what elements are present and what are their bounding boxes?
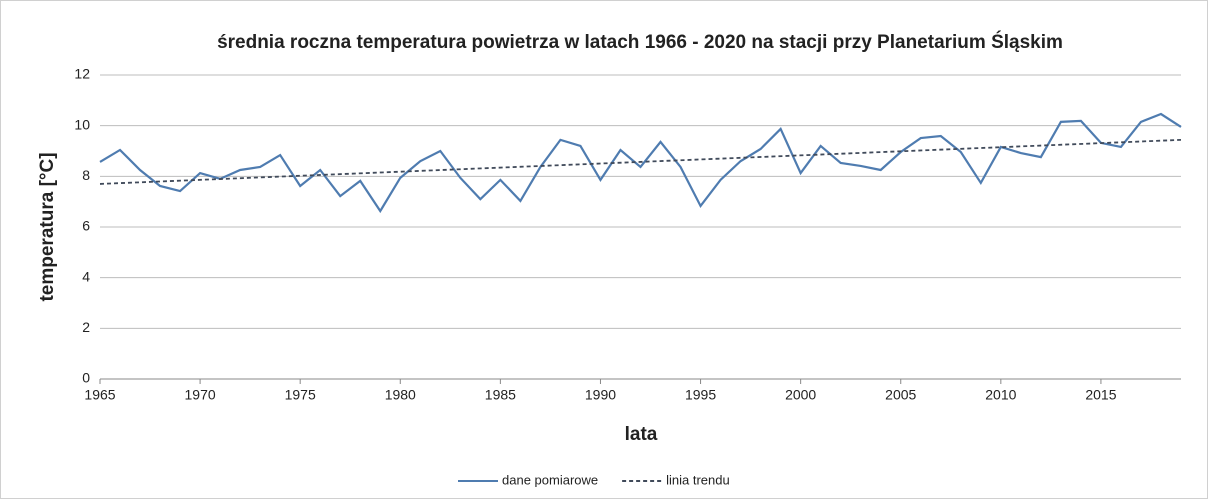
y-tick-label: 6 — [82, 218, 90, 234]
x-tick-label: 1965 — [84, 387, 115, 403]
x-tick-label: 2015 — [1085, 387, 1116, 403]
y-tick-label: 12 — [74, 66, 90, 82]
y-tick-label: 10 — [74, 116, 90, 132]
trend-line — [99, 138, 1182, 185]
y-tick-label: 0 — [82, 370, 90, 386]
x-tick-label: 2000 — [785, 387, 816, 403]
y-tick-label: 2 — [82, 319, 90, 335]
x-tick-label: 1995 — [685, 387, 716, 403]
legend-label: linia trendu — [666, 472, 730, 487]
chart-title: średnia roczna temperatura powietrza w l… — [217, 31, 1063, 53]
legend-label: dane pomiarowe — [502, 472, 598, 487]
y-axis-label: temperatura [°C] — [37, 152, 58, 301]
data-line — [99, 112, 1182, 214]
y-tick-label: 4 — [82, 268, 90, 284]
x-axis-label: lata — [625, 424, 658, 445]
x-tick-label: 2010 — [985, 387, 1016, 403]
x-tick-label: 1970 — [185, 387, 216, 403]
y-tick-label: 8 — [82, 167, 90, 183]
x-tick-label: 2005 — [885, 387, 916, 403]
x-tick-label: 1980 — [385, 387, 416, 403]
x-tick-label: 1985 — [485, 387, 516, 403]
x-tick-label: 1990 — [585, 387, 616, 403]
x-tick-label: 1975 — [285, 387, 316, 403]
